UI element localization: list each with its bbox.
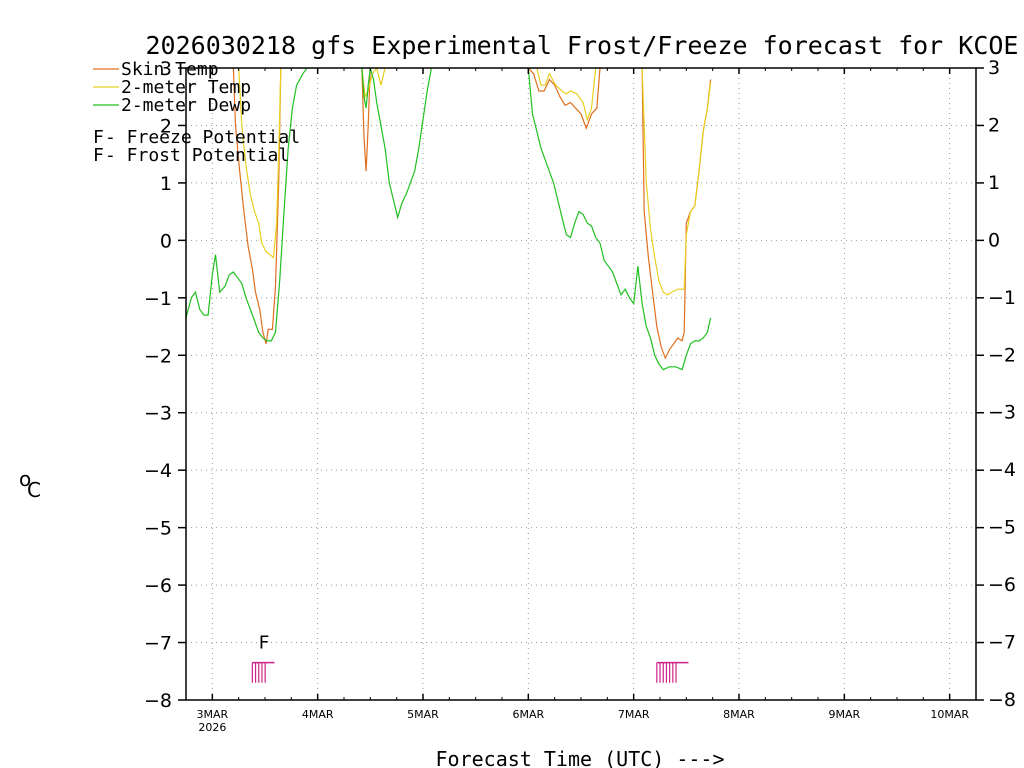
x-tick-sublabel: 2026 xyxy=(198,721,226,734)
x-tick-label: 4MAR xyxy=(302,708,334,721)
y-tick-label-left: −5 xyxy=(144,518,172,540)
y-tick-label-right: 2 xyxy=(988,114,1000,136)
y-tick-label-left: −6 xyxy=(144,575,172,597)
y-axis-label-degree: o xyxy=(19,467,31,491)
series-layer xyxy=(186,68,712,371)
series-line xyxy=(361,68,432,220)
y-tick-label-right: 0 xyxy=(988,229,1000,251)
series-line xyxy=(186,68,308,342)
y-tick-label-right: −8 xyxy=(988,689,1016,711)
legend-potential-text: - Freeze Potential xyxy=(105,127,300,148)
legend-label: Skin Temp xyxy=(121,59,219,80)
y-axis: 3 3 2 2 1 1 0 0 −1 −1 −2 −2 −3 −3 −4 −4 −5 −5 −6 −6 −7 −7 −8 −8 xyxy=(144,57,1016,712)
y-axis-label: o C xyxy=(19,467,41,502)
y-tick-label-right: −1 xyxy=(988,287,1016,309)
y-tick-label-right: −3 xyxy=(988,402,1016,424)
y-tick-label-right: −2 xyxy=(988,344,1016,366)
y-tick-label-left: 1 xyxy=(160,173,172,195)
grid-layer xyxy=(186,68,976,700)
x-axis-label: Forecast Time (UTC) ---> xyxy=(436,747,725,768)
y-tick-label-left: 0 xyxy=(160,230,172,252)
x-tick-label: 6MAR xyxy=(512,708,544,721)
freeze-marker xyxy=(656,661,689,683)
y-tick-label-right: 3 xyxy=(988,57,1000,79)
y-tick-label-left: −1 xyxy=(144,288,172,310)
chart-title: 2026030218 gfs Experimental Frost/Freeze… xyxy=(146,31,1019,60)
legend-potential-text: - Frost Potential xyxy=(105,145,289,166)
series-line xyxy=(232,68,282,344)
y-tick-label-left: −3 xyxy=(144,403,172,425)
series-skin-temp xyxy=(232,68,712,360)
x-tick-label: 7MAR xyxy=(618,708,650,721)
y-tick-label-right: −6 xyxy=(988,574,1016,596)
y-tick-label-left: 2 xyxy=(160,115,172,137)
y-tick-label-right: −5 xyxy=(988,517,1016,539)
series-line xyxy=(536,68,597,122)
series-line xyxy=(238,68,282,259)
legend-potential-letter: F xyxy=(93,127,104,148)
legend-label: 2-meter Temp xyxy=(121,77,251,98)
marker-layer: F xyxy=(251,632,689,683)
y-tick-label-left: −7 xyxy=(144,633,172,655)
series-line xyxy=(641,68,712,296)
series-2-meter-dewp xyxy=(186,68,712,371)
y-tick-label-left: −2 xyxy=(144,345,172,367)
y-tick-label-right: 1 xyxy=(988,172,1000,194)
series-line xyxy=(527,68,712,371)
y-axis-label-unit: C xyxy=(27,478,41,502)
x-tick-label: 3MAR xyxy=(196,708,228,721)
plot-frame xyxy=(185,67,977,701)
y-tick-label-right: −7 xyxy=(988,632,1016,654)
y-tick-label-left: 3 xyxy=(160,58,172,80)
y-tick-label-left: −4 xyxy=(144,460,172,482)
series-line xyxy=(641,68,712,360)
x-tick-label: 10MAR xyxy=(930,708,969,721)
series-2-meter-temp xyxy=(238,68,712,296)
legend-potential-letter: F xyxy=(93,145,104,166)
frost-marker: F xyxy=(259,632,270,653)
y-tick-label-right: −4 xyxy=(988,459,1016,481)
series-line xyxy=(527,68,601,131)
x-tick-label: 9MAR xyxy=(828,708,860,721)
x-tick-label: 8MAR xyxy=(723,708,755,721)
legend-label: 2-meter Dewp xyxy=(121,95,251,116)
series-line xyxy=(361,68,371,172)
x-tick-label: 5MAR xyxy=(407,708,439,721)
freeze-marker xyxy=(251,661,275,683)
y-tick-label-left: −8 xyxy=(144,690,172,712)
